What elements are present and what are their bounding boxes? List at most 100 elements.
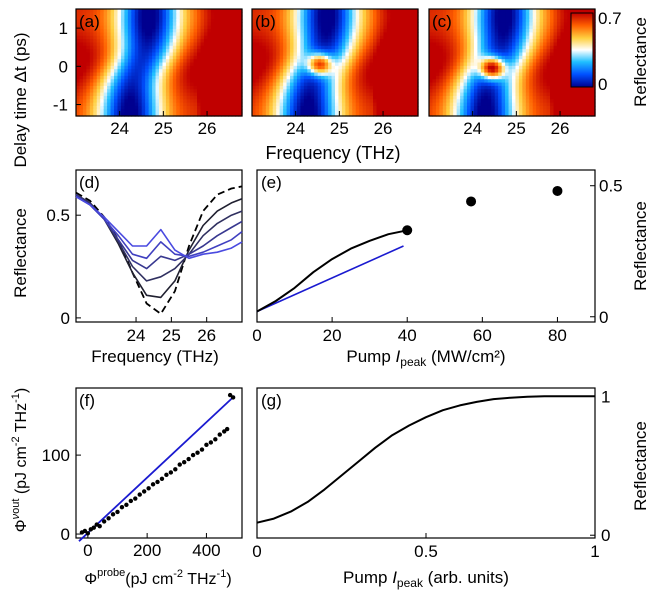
heatmap-cell [366, 49, 371, 54]
heatmap-cell [300, 9, 305, 13]
heatmap-cell [162, 42, 167, 47]
heatmap-cell [435, 102, 440, 107]
heatmap-cell [159, 82, 164, 87]
heatmap-cell [231, 109, 236, 114]
heatmap-cell [501, 99, 506, 104]
heatmap-cell [79, 32, 84, 37]
heatmap-cell [397, 55, 402, 60]
heatmap-cell [145, 89, 150, 94]
heatmap-cell [207, 42, 212, 47]
heatmap-cell [567, 29, 572, 33]
heatmap-cell [290, 55, 295, 60]
heatmap-cell [581, 85, 586, 90]
heatmap-cell [390, 19, 395, 23]
heatmap-cell [435, 42, 440, 47]
heatmap-cell [324, 82, 329, 87]
heatmap-cell [183, 85, 188, 90]
heatmap-cell [207, 105, 212, 110]
heatmap-cell [345, 52, 350, 57]
heatmap-cell [152, 69, 157, 74]
heatmap-cell [355, 52, 360, 57]
heatmap-cell [314, 85, 319, 90]
heatmap-cell [138, 22, 143, 27]
heatmap-cell [269, 25, 274, 30]
heatmap-cell [310, 25, 315, 30]
heatmap-cell [217, 59, 222, 64]
heatmap-cell [96, 102, 101, 107]
heatmap-cell [442, 32, 447, 37]
heatmap-cell [93, 72, 98, 77]
heatmap-cell [117, 22, 122, 27]
heatmap-cell [335, 112, 340, 117]
heatmap-cell [435, 49, 440, 54]
colorbar-label: Reflectance [631, 17, 650, 107]
heatmap-cell [501, 72, 506, 77]
heatmap-cell [366, 9, 371, 13]
heatmap-cell [107, 62, 112, 67]
heatmap-cell [518, 79, 523, 84]
heatmap-cell [314, 69, 319, 74]
heatmap-cell [134, 92, 139, 97]
heatmap-cell [134, 55, 139, 60]
heatmap-cell [442, 25, 447, 30]
heatmap-cell [148, 15, 153, 20]
heatmap-cell [550, 15, 555, 20]
heatmap-cell [411, 59, 416, 64]
heatmap-cell [228, 9, 233, 13]
heatmap-cell [203, 85, 209, 90]
heatmap-cell [362, 49, 367, 54]
heatmap-cell [376, 52, 381, 57]
heatmap-cell [224, 39, 229, 44]
heatmap-cell [515, 32, 520, 37]
heatmap-cell [508, 79, 513, 84]
heatmap-cell [228, 25, 233, 30]
heatmap-cell [429, 59, 434, 64]
heatmap-cell [134, 79, 139, 84]
heatmap-cell [473, 49, 479, 54]
heatmap-cell [432, 75, 437, 80]
heatmap-cell [397, 59, 402, 64]
heatmap-cell [560, 79, 565, 84]
heatmap-cell [82, 29, 87, 33]
heatmap-cell [255, 72, 260, 77]
heatmap-cell [214, 69, 219, 74]
heatmap-cell [449, 79, 454, 84]
heatmap-cell [494, 105, 499, 110]
heatmap-cell [442, 42, 447, 47]
heatmap-cell [487, 75, 492, 80]
heatmap-cell [317, 89, 322, 94]
heatmap-cell [383, 42, 388, 47]
heatmap-cell [172, 12, 177, 17]
heatmap-cell [148, 65, 153, 70]
heatmap-cell [152, 29, 157, 33]
x-tick-label: 0.5 [414, 542, 438, 561]
heatmap-cell [152, 25, 157, 30]
heatmap-cell [193, 59, 198, 64]
heatmap-cell [393, 85, 398, 90]
heatmap-cell [390, 99, 395, 104]
heatmap-cell [152, 9, 157, 13]
heatmap-cell [439, 82, 444, 87]
heatmap-cell [446, 92, 451, 97]
heatmap-cell [179, 95, 184, 100]
heatmap-cell [169, 65, 174, 70]
heatmap-cell [324, 105, 329, 110]
heatmap-cell [467, 12, 472, 17]
heatmap-cell [238, 49, 243, 54]
heatmap-cell [279, 52, 284, 57]
heatmap-cell [210, 95, 215, 100]
heatmap-cell [456, 102, 461, 107]
heatmap-cell [539, 52, 544, 57]
heatmap-cell [203, 15, 209, 20]
heatmap-cell [286, 109, 291, 114]
heatmap-cell [131, 75, 136, 80]
heatmap-cell [203, 75, 209, 80]
heatmap-cell [221, 65, 226, 70]
heatmap-cell [379, 19, 385, 23]
heatmap-cell [186, 85, 191, 90]
heatmap-cell [286, 29, 291, 33]
heatmap-cell [373, 92, 378, 97]
heatmap-cell [231, 9, 236, 13]
heatmap-cell [276, 95, 281, 100]
heatmap-cell [272, 102, 277, 107]
